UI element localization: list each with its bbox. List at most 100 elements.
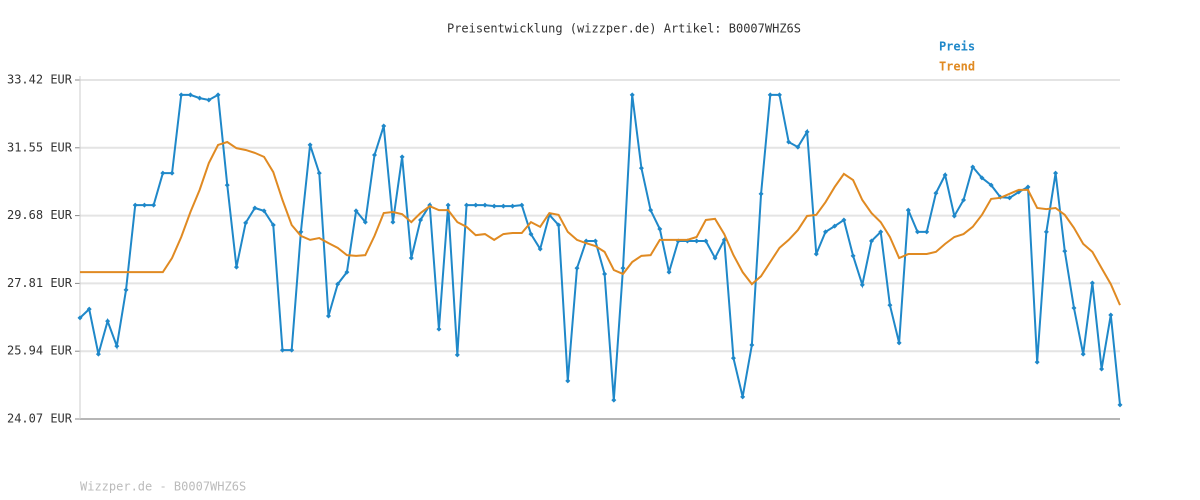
point bbox=[712, 255, 718, 261]
point bbox=[187, 92, 193, 98]
point bbox=[197, 95, 203, 101]
point bbox=[408, 255, 414, 261]
point bbox=[243, 220, 249, 226]
y-tick-label: 33.42 EUR bbox=[7, 73, 73, 87]
point bbox=[841, 217, 847, 223]
point bbox=[905, 207, 911, 213]
point bbox=[160, 170, 166, 176]
point bbox=[896, 340, 902, 346]
point bbox=[123, 287, 129, 293]
point bbox=[703, 238, 709, 244]
point bbox=[988, 182, 994, 188]
point bbox=[77, 315, 83, 321]
point bbox=[95, 351, 101, 357]
point bbox=[1089, 280, 1095, 286]
point bbox=[648, 207, 654, 213]
point bbox=[1080, 351, 1086, 357]
point bbox=[86, 306, 92, 312]
point bbox=[758, 191, 764, 197]
point bbox=[132, 202, 138, 208]
point bbox=[933, 190, 939, 196]
point bbox=[749, 342, 755, 348]
y-tick-label: 27.81 EUR bbox=[7, 276, 73, 290]
point bbox=[279, 347, 285, 353]
point bbox=[1117, 402, 1123, 408]
point bbox=[418, 217, 424, 223]
point bbox=[519, 202, 525, 208]
point bbox=[915, 229, 921, 235]
y-tick-label: 29.68 EUR bbox=[7, 208, 73, 222]
point bbox=[381, 123, 387, 129]
point bbox=[786, 139, 792, 145]
point bbox=[105, 318, 111, 324]
point bbox=[869, 238, 875, 244]
chart-title: Preisentwicklung (wizzper.de) Artikel: B… bbox=[447, 22, 801, 36]
point bbox=[252, 205, 258, 211]
point bbox=[1034, 359, 1040, 365]
point bbox=[832, 223, 838, 229]
point bbox=[611, 397, 617, 403]
point bbox=[942, 172, 948, 178]
point bbox=[951, 213, 957, 219]
point bbox=[215, 92, 221, 98]
point bbox=[141, 202, 147, 208]
point bbox=[795, 144, 801, 150]
y-tick-label: 24.07 EUR bbox=[7, 412, 73, 426]
point bbox=[169, 170, 175, 176]
y-tick-label: 25.94 EUR bbox=[7, 344, 73, 358]
point bbox=[325, 313, 331, 319]
point bbox=[178, 92, 184, 98]
point bbox=[850, 253, 856, 259]
point bbox=[804, 129, 810, 135]
point bbox=[979, 175, 985, 181]
point bbox=[629, 92, 635, 98]
point bbox=[316, 170, 322, 176]
point bbox=[620, 265, 626, 271]
point bbox=[151, 202, 157, 208]
point bbox=[813, 251, 819, 257]
point bbox=[464, 202, 470, 208]
point bbox=[602, 271, 608, 277]
point bbox=[961, 197, 967, 203]
point bbox=[556, 222, 562, 228]
point bbox=[1007, 195, 1013, 201]
point bbox=[261, 208, 267, 214]
point bbox=[1025, 184, 1031, 190]
point bbox=[924, 229, 930, 235]
point bbox=[1108, 312, 1114, 318]
point bbox=[887, 302, 893, 308]
point bbox=[1099, 366, 1105, 372]
point bbox=[638, 165, 644, 171]
series-line bbox=[80, 140, 1121, 306]
point bbox=[224, 182, 230, 188]
point bbox=[482, 202, 488, 208]
point bbox=[1071, 305, 1077, 311]
point bbox=[1043, 229, 1049, 235]
point bbox=[390, 219, 396, 225]
footer: Wizzper.de - B0007WHZ6S bbox=[80, 480, 246, 494]
point bbox=[537, 246, 543, 252]
point bbox=[1062, 248, 1068, 254]
point bbox=[528, 231, 534, 237]
point bbox=[1053, 170, 1059, 176]
point bbox=[473, 202, 479, 208]
point bbox=[970, 164, 976, 170]
point bbox=[372, 152, 378, 158]
point bbox=[510, 203, 516, 209]
point bbox=[335, 281, 341, 287]
legend-label: Trend bbox=[939, 60, 975, 74]
point bbox=[574, 265, 580, 271]
point bbox=[344, 269, 350, 275]
point bbox=[740, 394, 746, 400]
point bbox=[694, 238, 700, 244]
series-line bbox=[79, 93, 1121, 405]
point bbox=[307, 142, 313, 148]
point bbox=[776, 92, 782, 98]
legend-label: Preis bbox=[939, 40, 975, 54]
point bbox=[454, 352, 460, 358]
point bbox=[206, 97, 212, 103]
point bbox=[399, 154, 405, 160]
point bbox=[353, 208, 359, 214]
point bbox=[289, 347, 295, 353]
